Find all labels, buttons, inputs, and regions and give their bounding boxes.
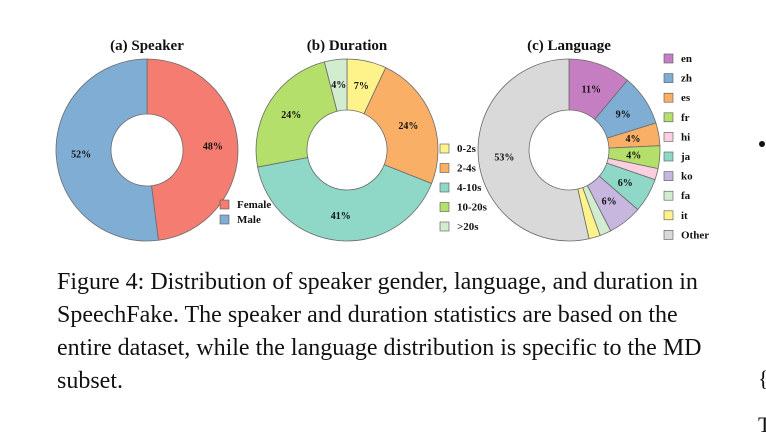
legend-swatch: [663, 151, 674, 162]
cropped-text-fragment: T: [758, 412, 766, 437]
legend-label: fa: [681, 190, 691, 202]
legend-swatch: [663, 73, 674, 83]
slice-4-10s: [257, 157, 433, 242]
bullet-dot: [759, 141, 765, 147]
legend-swatch: [663, 230, 674, 240]
slice-2-4s: [363, 67, 439, 185]
legend-label: 4-10s: [457, 182, 482, 194]
slice-label: 11%: [582, 84, 601, 95]
language-donut-chart: (c) Language 11% 9% 4% 4% 6%6% 53% en zh es fr hi ja…: [477, 38, 709, 242]
legend-swatch: [663, 112, 674, 123]
legend-label: 2-4s: [457, 163, 477, 175]
legend-swatch: [663, 53, 674, 64]
slice-female: [146, 58, 239, 241]
slice--20s: [323, 58, 348, 112]
legend-swatch: [219, 199, 230, 210]
legend-swatch: [439, 143, 450, 154]
legend-label: 0-2s: [457, 143, 477, 155]
slice-label: 4%: [626, 134, 641, 145]
legend-swatch: [439, 221, 450, 232]
legend-swatch: [663, 210, 674, 221]
legend-label: hi: [681, 131, 690, 143]
slice-label: 9%: [616, 109, 631, 120]
slice-label: 41%: [331, 211, 351, 222]
duration-donut-chart: (b) Duration 7% 24% 41% 24% 4% 0-2s 2-4s 4-10s 10…: [255, 38, 488, 242]
slice-other: [477, 58, 590, 242]
legend-label: es: [681, 92, 691, 104]
chart-title: (c) Language: [527, 38, 611, 54]
slice-label: 52%: [71, 150, 91, 161]
legend-label: ja: [680, 151, 691, 163]
slice-label: 4%: [331, 80, 346, 91]
slice-label: 4%: [626, 151, 641, 162]
legend-swatch: [663, 132, 674, 142]
legend-label: Male: [237, 214, 261, 226]
legend-swatch: [663, 92, 674, 103]
slice-label: 7%: [354, 81, 369, 92]
legend-swatch: [439, 202, 450, 212]
legend-label: Other: [681, 229, 709, 241]
slice-label: 24%: [281, 110, 301, 121]
cropped-text-fragment: {: [758, 366, 766, 392]
figure-caption: Figure 4: Distribution of speaker gender…: [57, 269, 702, 394]
figure-4: (a) Speaker 48% 52% Female Male (b) Duration…: [55, 38, 709, 242]
slice-label: 53%: [494, 153, 514, 164]
legend-label: en: [681, 53, 692, 65]
slice-label: 24%: [398, 121, 418, 132]
legend-label: ko: [681, 171, 693, 183]
legend-label: 10-20s: [457, 202, 488, 214]
legend-swatch: [663, 190, 674, 201]
legend-label: zh: [681, 73, 692, 85]
slice-male: [55, 58, 159, 242]
speaker-donut-chart: (a) Speaker 48% 52% Female Male: [55, 38, 271, 242]
slice-label: 6%: [618, 178, 633, 189]
slice-label: 48%: [203, 141, 223, 152]
legend-label: Female: [237, 199, 271, 211]
legend-swatch: [439, 182, 450, 193]
chart-title: (b) Duration: [307, 38, 388, 54]
legend-swatch: [439, 163, 450, 173]
slice-label: 6%: [602, 197, 617, 208]
legend-label: >20s: [457, 221, 479, 233]
chart-title: (a) Speaker: [110, 38, 184, 54]
legend-label: it: [681, 210, 688, 222]
legend-swatch: [663, 171, 674, 181]
slice-10-20s: [255, 61, 338, 168]
donut-charts: (a) Speaker 48% 52% Female Male (b) Duration…: [55, 38, 709, 242]
legend-label: fr: [681, 112, 690, 124]
legend-swatch: [219, 214, 230, 225]
